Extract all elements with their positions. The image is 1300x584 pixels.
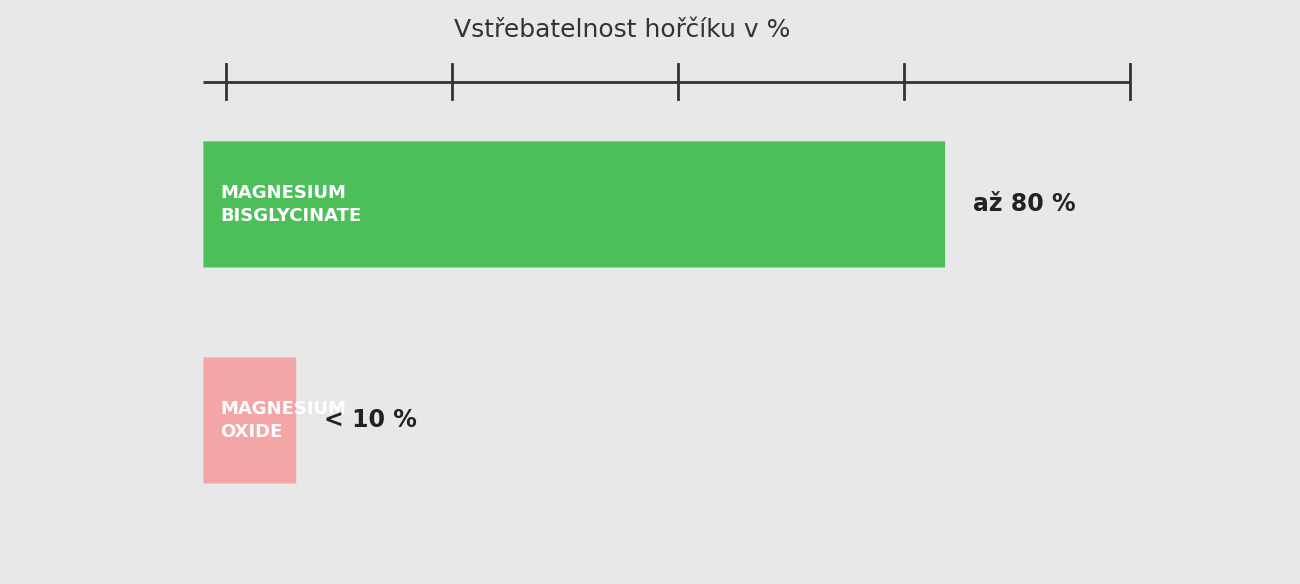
- Text: MAGNESIUM
OXIDE: MAGNESIUM OXIDE: [221, 399, 346, 442]
- Text: až 80 %: až 80 %: [974, 192, 1076, 217]
- Text: MAGNESIUM
BISGLYCINATE: MAGNESIUM BISGLYCINATE: [221, 183, 361, 225]
- Text: Vstřebatelnost hořčíku v %: Vstřebatelnost hořčíku v %: [454, 18, 790, 41]
- FancyBboxPatch shape: [203, 141, 945, 267]
- Text: < 10 %: < 10 %: [325, 408, 417, 433]
- FancyBboxPatch shape: [203, 357, 296, 484]
